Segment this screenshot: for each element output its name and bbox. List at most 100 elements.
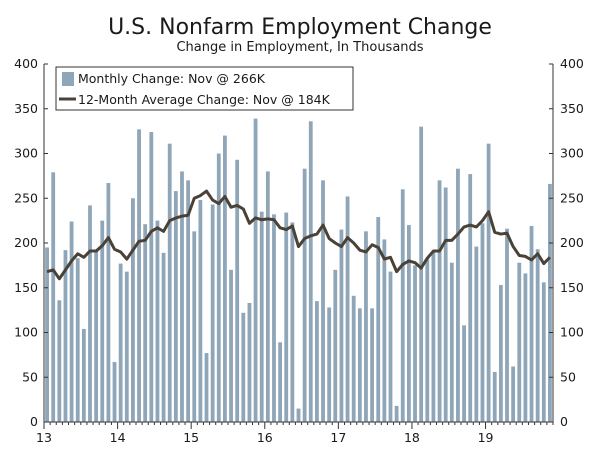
monthly-change-bar <box>100 220 105 422</box>
monthly-change-bar <box>124 271 129 422</box>
monthly-change-bar <box>498 285 503 422</box>
monthly-change-bar <box>388 271 393 422</box>
monthly-change-bar <box>161 252 166 422</box>
right-tick-label: 300 <box>560 146 584 161</box>
monthly-change-bar <box>198 200 203 422</box>
monthly-change-bar <box>210 204 215 422</box>
monthly-change-bar <box>449 262 454 422</box>
monthly-change-bar <box>370 308 374 422</box>
chart-legend: Monthly Change: Nov @ 266K 12-Month Aver… <box>55 66 354 111</box>
monthly-change-bar <box>204 353 209 422</box>
monthly-change-bar <box>296 408 301 422</box>
monthly-change-bar <box>180 171 184 422</box>
right-tick-label: 0 <box>560 414 568 429</box>
monthly-change-bar <box>149 132 154 422</box>
monthly-change-bar <box>321 180 325 422</box>
monthly-change-bar <box>265 171 270 422</box>
monthly-change-bar <box>69 221 74 422</box>
monthly-change-bar <box>131 198 135 422</box>
monthly-change-bar <box>253 118 258 422</box>
monthly-change-bar <box>413 265 417 422</box>
monthly-change-bar <box>517 262 522 422</box>
x-tick-label: 15 <box>183 430 199 445</box>
monthly-change-bar <box>143 224 148 422</box>
right-tick-label: 350 <box>560 101 584 116</box>
monthly-change-bar <box>94 251 99 422</box>
monthly-change-bar <box>529 225 534 422</box>
monthly-change-bar <box>241 312 246 422</box>
monthly-change-bar <box>112 362 117 422</box>
x-tick-label: 13 <box>36 430 52 445</box>
x-tick-label: 17 <box>330 430 346 445</box>
monthly-change-bar <box>382 239 387 422</box>
monthly-change-bar <box>425 259 430 422</box>
monthly-change-bar <box>486 143 491 422</box>
chart-subtitle: Change in Employment, In Thousands <box>176 40 423 55</box>
monthly-change-bar <box>81 328 86 422</box>
monthly-change-bar <box>223 135 227 422</box>
legend-frame <box>55 66 354 111</box>
right-tick-label: 400 <box>560 56 584 71</box>
monthly-change-bar <box>548 183 552 422</box>
monthly-change-bar <box>45 247 49 422</box>
left-tick-label: 150 <box>14 280 38 295</box>
left-tick-label: 350 <box>14 101 38 116</box>
monthly-change-bar <box>173 191 178 422</box>
x-tick-label: 14 <box>110 430 126 445</box>
monthly-change-bar <box>345 196 350 422</box>
monthly-change-bar <box>406 225 411 422</box>
monthly-change-bar <box>88 205 92 422</box>
monthly-change-bar <box>468 174 473 422</box>
monthly-change-bar <box>474 246 479 422</box>
monthly-change-bar <box>192 231 197 422</box>
monthly-change-bar <box>51 172 56 422</box>
monthly-change-bar <box>357 308 362 422</box>
monthly-change-bar <box>137 129 141 422</box>
right-tick-label: 100 <box>560 325 584 340</box>
monthly-change-bar <box>118 263 123 422</box>
monthly-change-bar <box>63 250 68 422</box>
monthly-change-bar <box>505 228 509 422</box>
x-axis-ticks: 13 14 15 16 17 18 19 <box>36 422 554 445</box>
monthly-change-bar <box>259 211 264 422</box>
monthly-change-bar <box>394 405 399 422</box>
monthly-change-bar <box>523 273 528 422</box>
monthly-change-bar <box>492 371 497 422</box>
monthly-change-bar <box>278 342 283 422</box>
monthly-change-bar <box>314 301 319 422</box>
left-tick-label: 300 <box>14 146 38 161</box>
right-tick-label: 250 <box>560 190 584 205</box>
monthly-change-bar <box>308 121 313 422</box>
monthly-change-bar <box>443 187 448 422</box>
monthly-change-bar <box>437 180 442 422</box>
x-tick-label: 18 <box>404 430 420 445</box>
monthly-change-bar <box>57 300 62 422</box>
monthly-change-bar <box>339 229 344 422</box>
left-tick-label: 400 <box>14 56 38 71</box>
monthly-change-bar <box>155 220 160 422</box>
monthly-change-bar <box>106 183 111 422</box>
monthly-change-bar <box>216 153 221 422</box>
left-tick-label: 250 <box>14 190 38 205</box>
monthly-change-bar <box>302 168 307 422</box>
right-tick-label: 200 <box>560 235 584 250</box>
monthly-change-bar <box>376 217 381 422</box>
legend-entry-12-month-average: 12-Month Average Change: Nov @ 184K <box>78 92 331 107</box>
left-tick-label: 50 <box>22 369 38 384</box>
monthly-change-bar <box>462 325 466 422</box>
monthly-change-bar <box>333 269 338 422</box>
monthly-change-bar <box>364 231 368 422</box>
average-line-layer <box>46 189 552 281</box>
right-tick-label: 150 <box>560 280 584 295</box>
left-tick-label: 100 <box>14 325 38 340</box>
monthly-change-bar <box>284 212 289 422</box>
monthly-change-bars <box>45 118 552 423</box>
monthly-change-bar <box>456 168 460 422</box>
right-axis-ticks: 0 50 100 150 200 250 300 350 400 <box>549 56 584 429</box>
monthly-change-bar <box>535 249 540 422</box>
monthly-change-bar <box>167 143 172 422</box>
monthly-change-bar <box>480 223 485 422</box>
left-tick-label: 0 <box>30 414 38 429</box>
chart-title: U.S. Nonfarm Employment Change <box>108 15 492 40</box>
x-tick-label: 16 <box>257 430 273 445</box>
